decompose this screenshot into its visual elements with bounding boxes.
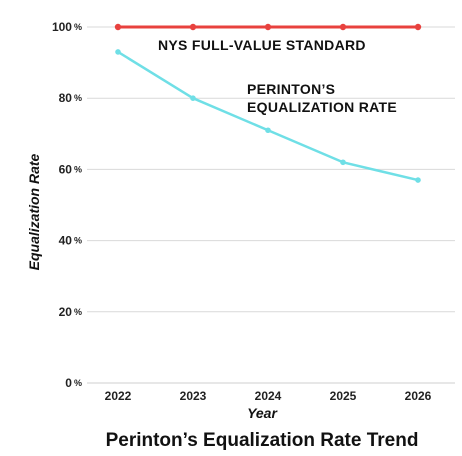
- x-tick-label-2024: 2024: [255, 389, 282, 403]
- x-tick-label-2026: 2026: [405, 389, 432, 403]
- y-tick-label-60: 60%: [59, 162, 82, 176]
- data-point-1-2025: [340, 159, 346, 166]
- x-tick-label-2025: 2025: [330, 389, 357, 403]
- series-1: [115, 49, 421, 183]
- data-point-1-2026: [415, 177, 421, 183]
- series-line-1: [116, 50, 420, 182]
- data-point-1-2022: [115, 49, 121, 55]
- data-point-0-2024: [264, 23, 272, 31]
- data-point-0-2023: [189, 23, 197, 31]
- data-point-1-2023: [190, 95, 196, 101]
- data-point-0-2026: [414, 23, 422, 31]
- data-point-0-2022: [114, 23, 122, 31]
- annotation-perinton-line1: PERINTON’S: [247, 81, 335, 97]
- annotation-perinton-line2: EQUALIZATION RATE: [247, 99, 397, 115]
- x-axis-ticks: 2022 2023 2024 2025 2026: [105, 389, 432, 403]
- series-0: [114, 23, 422, 31]
- y-tick-label-20: 20%: [59, 305, 82, 319]
- data-point-0-2025: [339, 23, 347, 31]
- y-tick-label-0: 0%: [65, 376, 82, 390]
- y-axis-ticks: 0 % 20 % 40 % 60 % 80 % 100%: [52, 20, 82, 390]
- data-point-1-2024: [265, 127, 271, 134]
- y-tick-label-40: 40%: [59, 234, 82, 248]
- y-tick-label-80: 80%: [59, 91, 82, 105]
- x-tick-label-2023: 2023: [180, 389, 207, 403]
- annotations: NYS FULL-VALUE STANDARD PERINTON’S EQUAL…: [158, 37, 397, 115]
- y-tick-label-100: 100%: [52, 20, 82, 34]
- x-axis-title: Year: [247, 405, 278, 421]
- chart-title: Perinton’s Equalization Rate Trend: [106, 430, 419, 451]
- series-group: [114, 23, 422, 183]
- x-tick-label-2022: 2022: [105, 389, 132, 403]
- annotation-nys-standard: NYS FULL-VALUE STANDARD: [158, 37, 366, 53]
- y-axis-title: Equalization Rate: [26, 153, 42, 270]
